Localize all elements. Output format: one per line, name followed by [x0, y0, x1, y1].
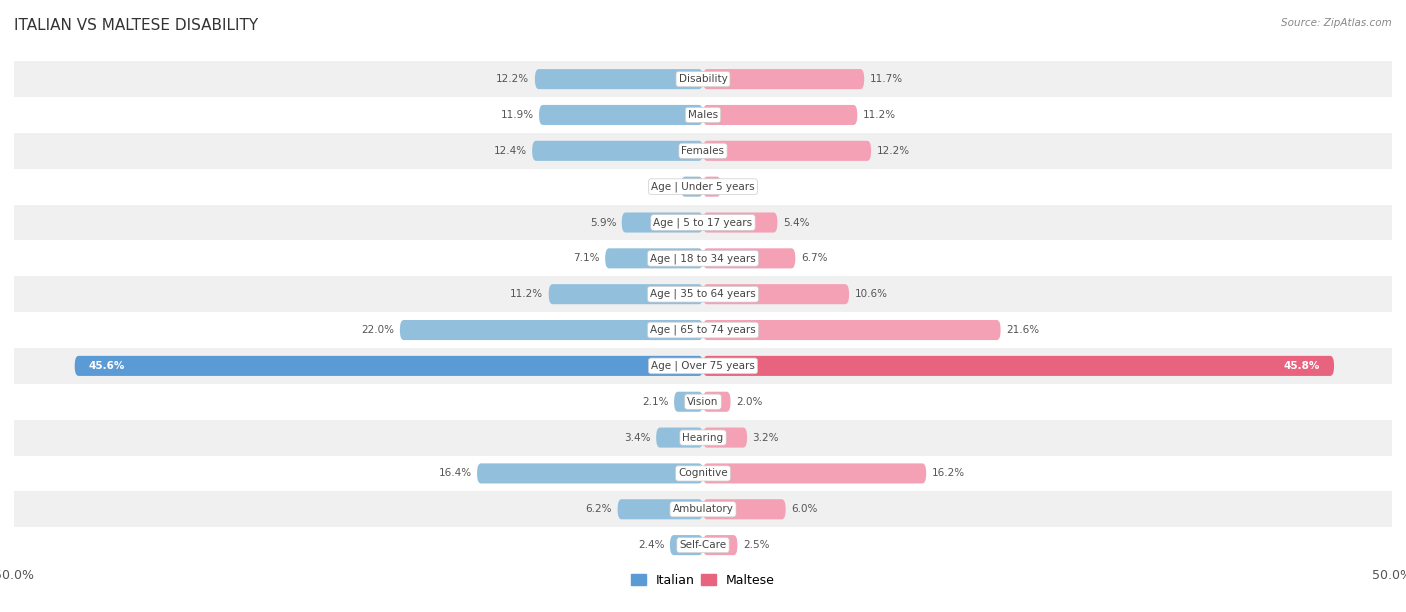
Bar	[14, 241, 1392, 276]
FancyBboxPatch shape	[703, 212, 778, 233]
Text: 12.4%: 12.4%	[494, 146, 527, 156]
Text: Hearing: Hearing	[682, 433, 724, 442]
Text: ITALIAN VS MALTESE DISABILITY: ITALIAN VS MALTESE DISABILITY	[14, 18, 259, 34]
Bar	[14, 491, 1392, 527]
FancyBboxPatch shape	[621, 212, 703, 233]
FancyBboxPatch shape	[703, 141, 872, 161]
FancyBboxPatch shape	[617, 499, 703, 520]
FancyBboxPatch shape	[703, 177, 721, 196]
FancyBboxPatch shape	[703, 499, 786, 520]
FancyBboxPatch shape	[548, 284, 703, 304]
Text: Self-Care: Self-Care	[679, 540, 727, 550]
Text: Age | Under 5 years: Age | Under 5 years	[651, 181, 755, 192]
Text: 6.0%: 6.0%	[792, 504, 817, 514]
Text: Ambulatory: Ambulatory	[672, 504, 734, 514]
FancyBboxPatch shape	[703, 535, 738, 555]
Text: 5.9%: 5.9%	[589, 217, 616, 228]
Text: 6.2%: 6.2%	[585, 504, 612, 514]
FancyBboxPatch shape	[703, 320, 1001, 340]
Text: 12.2%: 12.2%	[876, 146, 910, 156]
Bar	[14, 527, 1392, 563]
Text: Cognitive: Cognitive	[678, 468, 728, 479]
Text: 1.3%: 1.3%	[727, 182, 754, 192]
FancyBboxPatch shape	[703, 105, 858, 125]
FancyBboxPatch shape	[75, 356, 703, 376]
Text: 11.9%: 11.9%	[501, 110, 533, 120]
Bar	[14, 61, 1392, 97]
Text: 2.0%: 2.0%	[737, 397, 762, 407]
Text: Age | 18 to 34 years: Age | 18 to 34 years	[650, 253, 756, 264]
Text: 2.4%: 2.4%	[638, 540, 665, 550]
Text: 22.0%: 22.0%	[361, 325, 394, 335]
Text: 16.4%: 16.4%	[439, 468, 471, 479]
Bar	[14, 348, 1392, 384]
Text: 3.4%: 3.4%	[624, 433, 651, 442]
FancyBboxPatch shape	[703, 463, 927, 483]
Text: 11.7%: 11.7%	[870, 74, 903, 84]
FancyBboxPatch shape	[703, 356, 1334, 376]
Legend: Italian, Maltese: Italian, Maltese	[626, 569, 780, 592]
FancyBboxPatch shape	[669, 535, 703, 555]
FancyBboxPatch shape	[703, 284, 849, 304]
Text: 16.2%: 16.2%	[932, 468, 965, 479]
Text: 45.6%: 45.6%	[89, 361, 125, 371]
Bar	[14, 420, 1392, 455]
FancyBboxPatch shape	[399, 320, 703, 340]
FancyBboxPatch shape	[681, 177, 703, 196]
Text: Age | 35 to 64 years: Age | 35 to 64 years	[650, 289, 756, 299]
Text: Vision: Vision	[688, 397, 718, 407]
Text: 6.7%: 6.7%	[801, 253, 827, 263]
Text: 10.6%: 10.6%	[855, 289, 887, 299]
Bar	[14, 97, 1392, 133]
Text: 12.2%: 12.2%	[496, 74, 530, 84]
FancyBboxPatch shape	[673, 392, 703, 412]
Text: 1.6%: 1.6%	[650, 182, 675, 192]
Bar	[14, 455, 1392, 491]
Text: 11.2%: 11.2%	[510, 289, 543, 299]
Text: Age | 5 to 17 years: Age | 5 to 17 years	[654, 217, 752, 228]
Bar	[14, 276, 1392, 312]
FancyBboxPatch shape	[538, 105, 703, 125]
Text: 5.4%: 5.4%	[783, 217, 810, 228]
Bar	[14, 384, 1392, 420]
Text: 11.2%: 11.2%	[863, 110, 896, 120]
Bar	[14, 312, 1392, 348]
Bar	[14, 204, 1392, 241]
Text: 3.2%: 3.2%	[752, 433, 779, 442]
Text: Disability: Disability	[679, 74, 727, 84]
FancyBboxPatch shape	[657, 428, 703, 447]
Text: Females: Females	[682, 146, 724, 156]
Text: Age | Over 75 years: Age | Over 75 years	[651, 360, 755, 371]
Text: 7.1%: 7.1%	[574, 253, 599, 263]
Text: Source: ZipAtlas.com: Source: ZipAtlas.com	[1281, 18, 1392, 28]
FancyBboxPatch shape	[703, 392, 731, 412]
Text: Age | 65 to 74 years: Age | 65 to 74 years	[650, 325, 756, 335]
Text: 2.5%: 2.5%	[742, 540, 769, 550]
Text: 21.6%: 21.6%	[1007, 325, 1039, 335]
FancyBboxPatch shape	[477, 463, 703, 483]
FancyBboxPatch shape	[703, 248, 796, 269]
Text: 45.8%: 45.8%	[1284, 361, 1320, 371]
Text: Males: Males	[688, 110, 718, 120]
FancyBboxPatch shape	[703, 69, 865, 89]
FancyBboxPatch shape	[534, 69, 703, 89]
FancyBboxPatch shape	[703, 428, 747, 447]
Bar	[14, 169, 1392, 204]
Text: 2.1%: 2.1%	[643, 397, 669, 407]
FancyBboxPatch shape	[531, 141, 703, 161]
Bar	[14, 133, 1392, 169]
FancyBboxPatch shape	[605, 248, 703, 269]
